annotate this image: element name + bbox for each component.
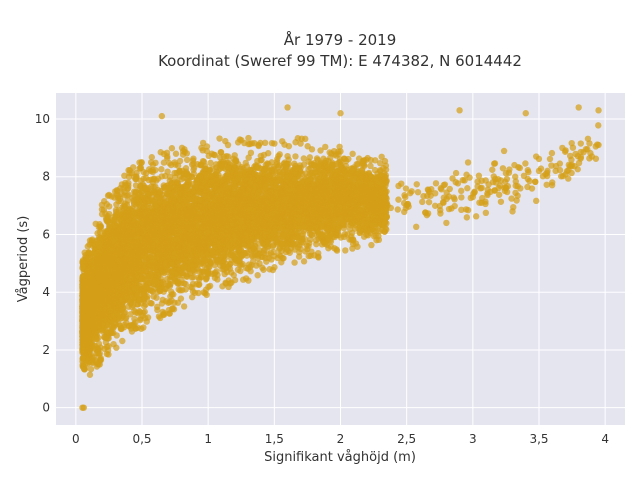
- data-point: [295, 253, 303, 260]
- data-point: [225, 153, 232, 160]
- data-point: [249, 258, 257, 265]
- data-point: [224, 141, 232, 149]
- data-point: [479, 194, 486, 202]
- data-point: [245, 134, 252, 142]
- data-point: [532, 178, 539, 186]
- data-point: [402, 185, 410, 192]
- data-point: [577, 153, 585, 161]
- data-point: [121, 172, 128, 179]
- data-point: [214, 276, 221, 283]
- data-point: [182, 280, 189, 288]
- data-point: [512, 173, 519, 180]
- data-point: [491, 160, 499, 167]
- data-point: [86, 371, 94, 378]
- data-point: [367, 162, 374, 170]
- chart-title-line1: År 1979 - 2019: [284, 30, 397, 49]
- chart-title-line2: Koordinat (Sweref 99 TM): E 474382, N 60…: [158, 52, 522, 70]
- data-point: [206, 282, 214, 290]
- data-point: [313, 155, 321, 162]
- data-point: [450, 194, 458, 201]
- data-point: [216, 135, 223, 142]
- data-point: [322, 143, 329, 151]
- data-point: [458, 194, 465, 201]
- data-point: [548, 149, 556, 157]
- data-point: [413, 181, 420, 188]
- data-point: [148, 154, 156, 161]
- data-point: [336, 143, 343, 150]
- data-point: [300, 155, 308, 162]
- data-point: [484, 191, 491, 199]
- data-point: [130, 164, 137, 171]
- data-points: [79, 104, 602, 411]
- data-point: [119, 337, 126, 345]
- data-point: [207, 159, 214, 167]
- data-point: [584, 135, 592, 142]
- data-point: [458, 187, 465, 195]
- data-point: [572, 150, 579, 158]
- data-point: [464, 185, 471, 192]
- data-point: [495, 191, 503, 198]
- data-point: [419, 198, 426, 206]
- data-point: [452, 169, 460, 177]
- data-point: [425, 198, 433, 206]
- data-point: [449, 175, 456, 182]
- data-point: [171, 159, 178, 166]
- data-point: [141, 302, 148, 310]
- data-point: [292, 153, 299, 160]
- data-point: [279, 138, 286, 145]
- data-point: [431, 202, 439, 209]
- data-point: [474, 183, 481, 190]
- data-point: [475, 172, 483, 179]
- data-point: [575, 159, 583, 167]
- data-point: [577, 148, 584, 156]
- data-point: [482, 209, 490, 216]
- data-point: [508, 195, 515, 202]
- data-point: [574, 166, 581, 173]
- data-point: [489, 178, 497, 186]
- data-point: [160, 159, 168, 166]
- data-point: [464, 206, 472, 214]
- data-point: [524, 183, 531, 191]
- data-point: [354, 160, 362, 168]
- data-point: [368, 241, 375, 249]
- data-point: [500, 147, 508, 155]
- data-point: [577, 140, 584, 147]
- data-point: [376, 159, 384, 167]
- data-point: [472, 213, 480, 220]
- data-point: [269, 266, 277, 274]
- data-point: [285, 142, 293, 150]
- data-point: [297, 140, 304, 147]
- data-point: [532, 197, 540, 205]
- data-point: [245, 154, 252, 161]
- data-point: [371, 166, 379, 174]
- data-point: [308, 146, 316, 153]
